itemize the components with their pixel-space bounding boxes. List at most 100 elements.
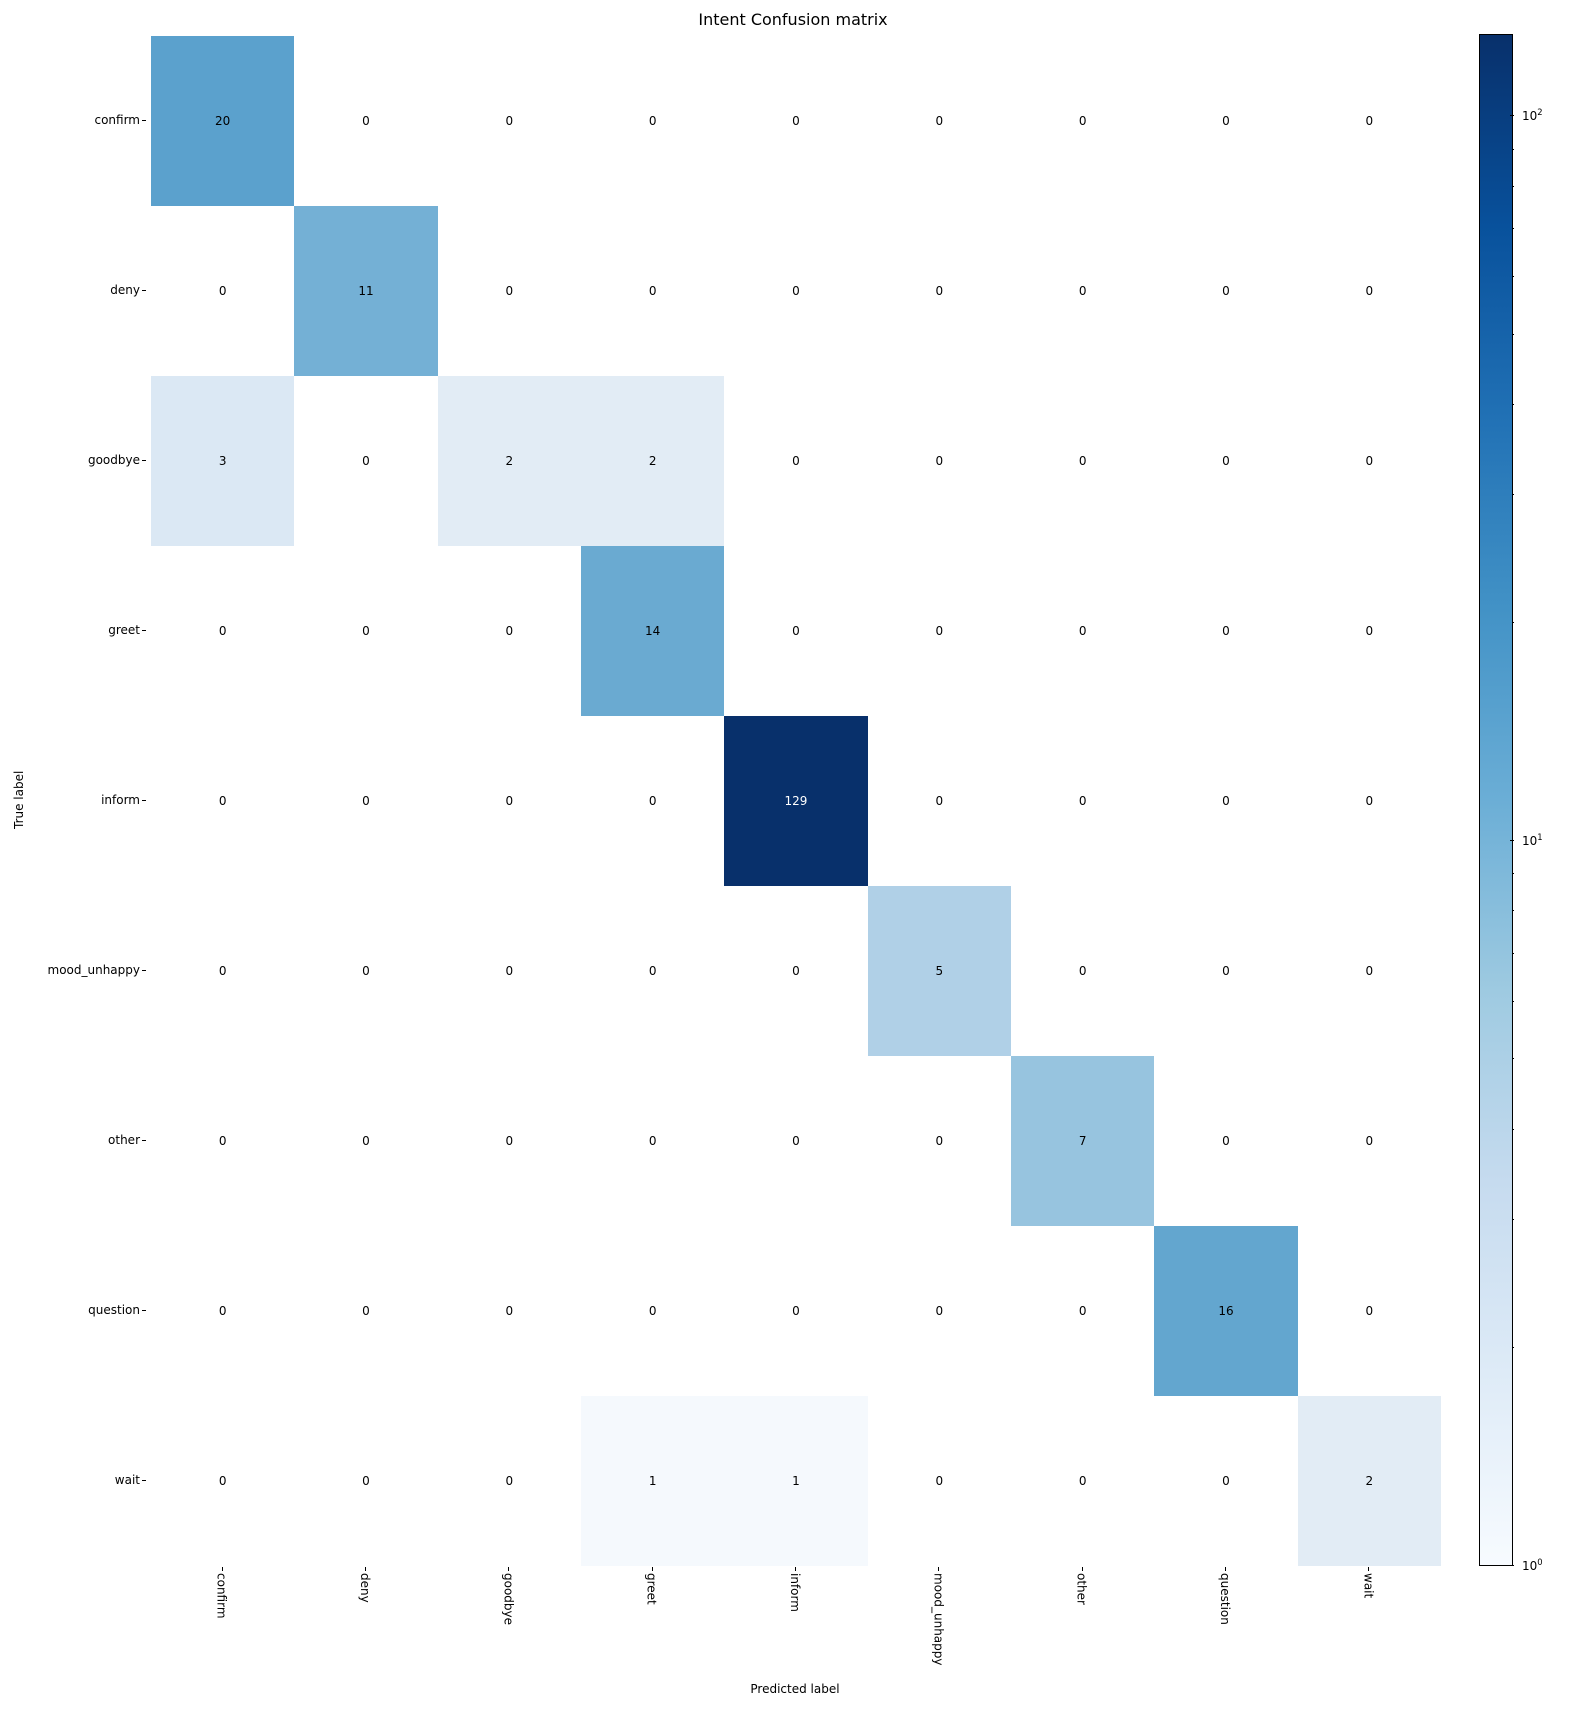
heatmap-cell: 20 xyxy=(151,36,294,206)
heatmap-cell: 0 xyxy=(1011,546,1154,716)
heatmap-cell: 0 xyxy=(581,886,724,1056)
y-tick-label: mood_unhappy xyxy=(0,963,140,977)
heatmap-cell: 0 xyxy=(1154,1056,1297,1226)
heatmap-cell: 0 xyxy=(868,1226,1011,1396)
heatmap-cell: 0 xyxy=(438,1056,581,1226)
y-tick-label: other xyxy=(0,1133,140,1147)
colorbar-gradient xyxy=(1480,35,1512,1565)
colorbar-minor-tick xyxy=(1512,494,1514,495)
heatmap-cell: 7 xyxy=(1011,1056,1154,1226)
heatmap-cell: 0 xyxy=(724,1056,867,1226)
heatmap-cell: 0 xyxy=(1011,886,1154,1056)
heatmap-cell: 3 xyxy=(151,376,294,546)
heatmap-cell: 0 xyxy=(151,1056,294,1226)
colorbar-minor-tick xyxy=(1512,149,1514,150)
heatmap-cell: 0 xyxy=(1011,1226,1154,1396)
heatmap-cell: 2 xyxy=(581,376,724,546)
heatmap-cell: 0 xyxy=(868,716,1011,886)
x-tick-label: mood_unhappy xyxy=(931,1573,945,1666)
heatmap-cell: 0 xyxy=(1298,376,1441,546)
heatmap-axes: 2000000000011000000030220000000014000000… xyxy=(150,35,1442,1567)
colorbar-minor-tick xyxy=(1512,186,1514,187)
heatmap-cell: 0 xyxy=(438,716,581,886)
heatmap-cell: 0 xyxy=(581,716,724,886)
y-tick-label: inform xyxy=(0,793,140,807)
y-tick-label: confirm xyxy=(0,113,140,127)
colorbar-minor-tick xyxy=(1512,1058,1514,1059)
heatmap-grid: 2000000000011000000030220000000014000000… xyxy=(151,36,1441,1566)
heatmap-cell: 0 xyxy=(1298,1226,1441,1396)
colorbar-minor-tick xyxy=(1512,622,1514,623)
heatmap-cell: 0 xyxy=(724,36,867,206)
heatmap-cell: 0 xyxy=(581,1056,724,1226)
heatmap-cell: 0 xyxy=(1154,546,1297,716)
heatmap-cell: 16 xyxy=(1154,1226,1297,1396)
heatmap-cell: 1 xyxy=(724,1396,867,1566)
heatmap-cell: 0 xyxy=(1298,206,1441,376)
x-tick-label: inform xyxy=(788,1573,802,1612)
heatmap-cell: 0 xyxy=(724,376,867,546)
heatmap-cell: 0 xyxy=(1154,716,1297,886)
x-tick-label: confirm xyxy=(215,1573,229,1619)
heatmap-cell: 0 xyxy=(724,546,867,716)
heatmap-cell: 0 xyxy=(438,206,581,376)
heatmap-cell: 0 xyxy=(1011,376,1154,546)
heatmap-cell: 0 xyxy=(151,886,294,1056)
colorbar-minor-tick xyxy=(1512,910,1514,911)
heatmap-cell: 0 xyxy=(1154,36,1297,206)
heatmap-cell: 0 xyxy=(868,36,1011,206)
y-tick-label: wait xyxy=(0,1473,140,1487)
heatmap-cell: 14 xyxy=(581,546,724,716)
heatmap-cell: 0 xyxy=(1011,36,1154,206)
heatmap-cell: 0 xyxy=(868,376,1011,546)
colorbar-minor-tick xyxy=(1512,276,1514,277)
heatmap-cell: 0 xyxy=(1011,1396,1154,1566)
heatmap-cell: 11 xyxy=(294,206,437,376)
heatmap-cell: 0 xyxy=(151,546,294,716)
colorbar-minor-tick xyxy=(1512,1219,1514,1220)
x-tick-label: goodbye xyxy=(501,1573,515,1625)
heatmap-cell: 0 xyxy=(724,886,867,1056)
heatmap-cell: 0 xyxy=(1154,1396,1297,1566)
colorbar-minor-tick xyxy=(1512,1347,1514,1348)
heatmap-cell: 0 xyxy=(868,206,1011,376)
heatmap-cell: 0 xyxy=(294,546,437,716)
x-tick-label: greet xyxy=(645,1573,659,1605)
heatmap-cell: 0 xyxy=(151,1396,294,1566)
heatmap-cell: 0 xyxy=(294,1056,437,1226)
heatmap-cell: 0 xyxy=(1298,36,1441,206)
heatmap-cell: 2 xyxy=(438,376,581,546)
heatmap-cell: 0 xyxy=(581,1226,724,1396)
colorbar-minor-tick xyxy=(1512,953,1514,954)
heatmap-cell: 0 xyxy=(1298,1056,1441,1226)
chart-title: Intent Confusion matrix xyxy=(0,10,1586,29)
heatmap-cell: 0 xyxy=(438,1226,581,1396)
heatmap-cell: 0 xyxy=(294,376,437,546)
heatmap-cell: 0 xyxy=(438,886,581,1056)
heatmap-cell: 0 xyxy=(724,1226,867,1396)
heatmap-cell: 0 xyxy=(294,1396,437,1566)
heatmap-cell: 0 xyxy=(868,1396,1011,1566)
x-axis-label: Predicted label xyxy=(150,1682,1440,1696)
figure: Intent Confusion matrix True label 20000… xyxy=(0,0,1586,1716)
heatmap-cell: 0 xyxy=(1298,886,1441,1056)
y-tick-label: deny xyxy=(0,283,140,297)
heatmap-cell: 0 xyxy=(151,206,294,376)
colorbar-minor-tick xyxy=(1512,404,1514,405)
heatmap-cell: 0 xyxy=(581,206,724,376)
colorbar-minor-tick xyxy=(1512,228,1514,229)
heatmap-cell: 129 xyxy=(724,716,867,886)
x-tick-label: question xyxy=(1218,1573,1232,1625)
x-tick-label: other xyxy=(1075,1573,1089,1605)
colorbar-minor-tick xyxy=(1512,334,1514,335)
y-tick-label: greet xyxy=(0,623,140,637)
colorbar-minor-tick xyxy=(1512,873,1514,874)
heatmap-cell: 0 xyxy=(1011,716,1154,886)
heatmap-cell: 0 xyxy=(724,206,867,376)
colorbar-minor-tick xyxy=(1512,1129,1514,1130)
heatmap-cell: 0 xyxy=(1154,206,1297,376)
heatmap-cell: 0 xyxy=(1298,546,1441,716)
heatmap-cell: 2 xyxy=(1298,1396,1441,1566)
heatmap-cell: 0 xyxy=(294,886,437,1056)
x-tick-label: deny xyxy=(358,1573,372,1603)
